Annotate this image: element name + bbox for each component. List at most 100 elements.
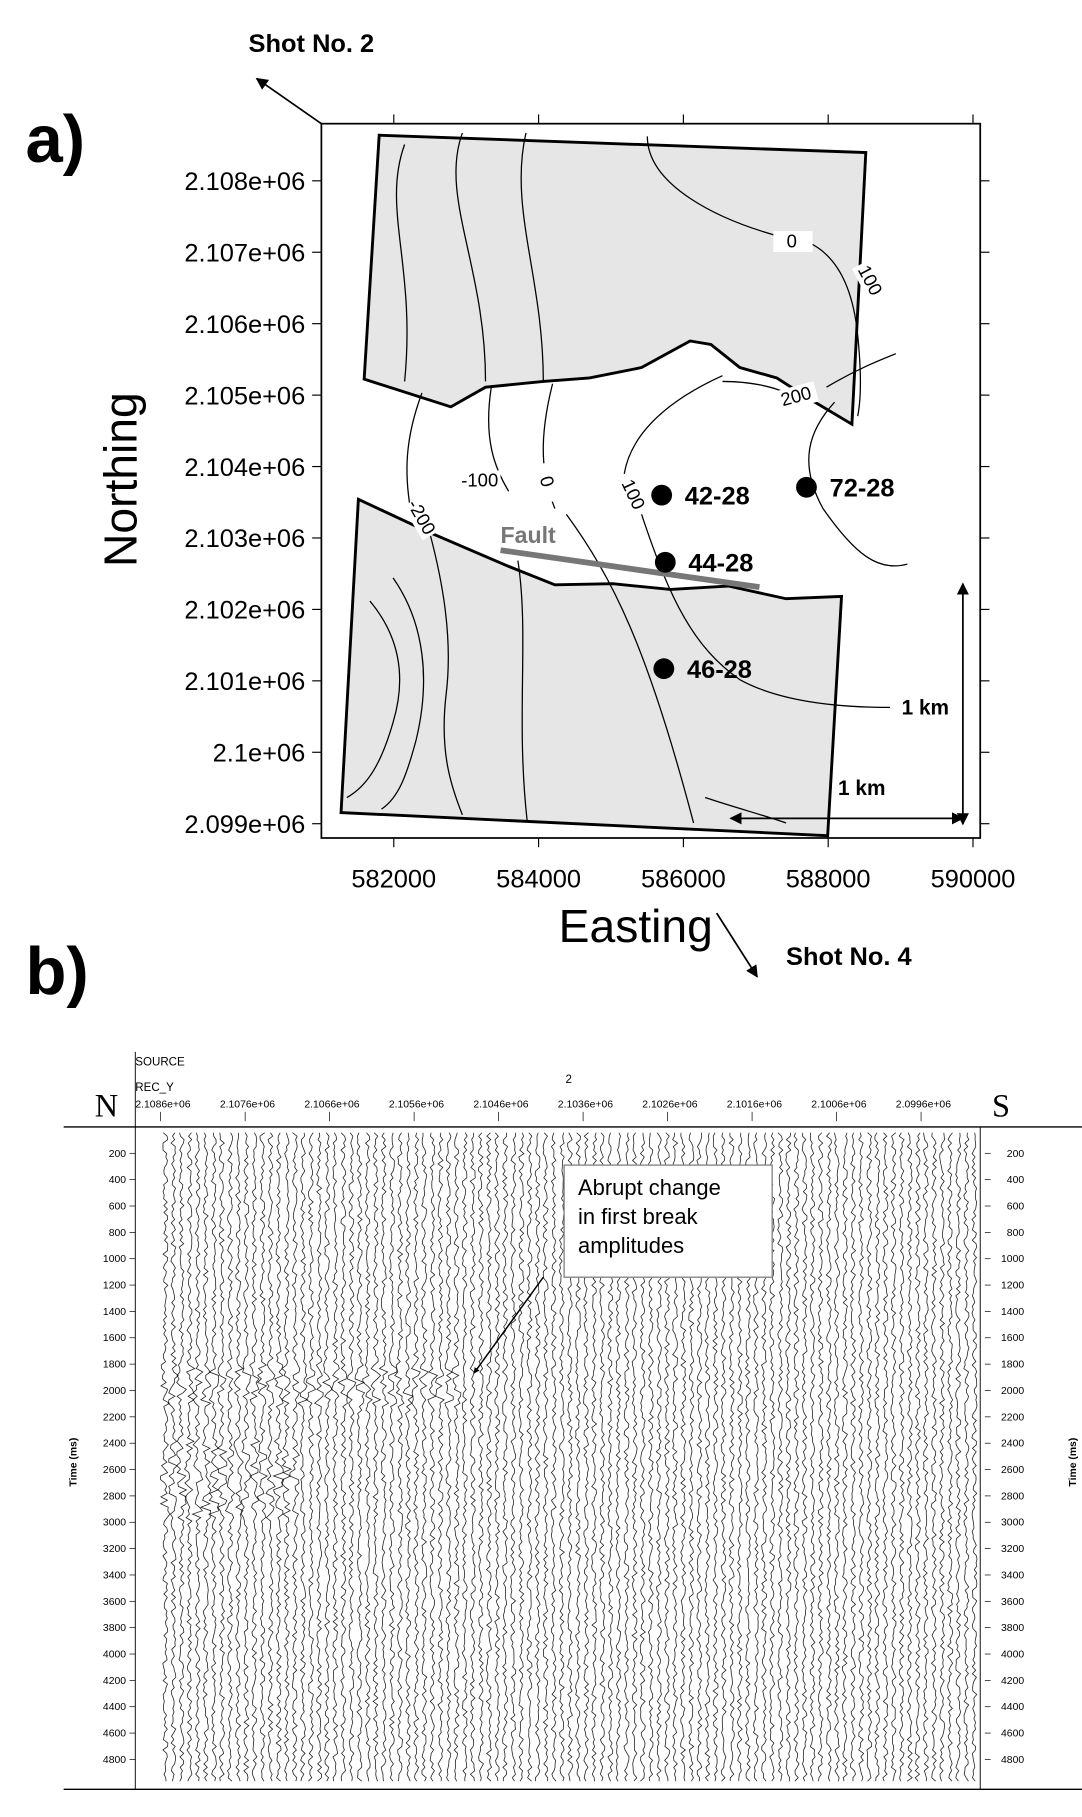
seismic-trace [793, 1132, 800, 1782]
seismic-trace [418, 1132, 430, 1782]
shot-arrow [715, 912, 758, 978]
header-label: SOURCE [135, 1057, 185, 1069]
y-tick-label: 1400 [1001, 1307, 1024, 1318]
seismic-trace [176, 1132, 188, 1782]
seismic-trace [191, 1132, 204, 1782]
seismic-trace [451, 1132, 462, 1782]
shot-arrow [255, 77, 322, 125]
seismic-trace [833, 1132, 840, 1782]
annotation-text: Abrupt change [578, 1175, 721, 1200]
seismic-trace [485, 1132, 493, 1782]
y-tick-label: 2200 [1001, 1412, 1024, 1423]
y-tick-label: 1600 [103, 1333, 126, 1344]
x-tick-label: 584000 [496, 866, 581, 894]
x-tick-label: 590000 [931, 866, 1016, 894]
shot-label: Shot No. 4 [786, 943, 912, 971]
seismic-trace [898, 1132, 905, 1782]
x-tick-label: 2.1006e+06 [811, 1099, 866, 1110]
annotation-box [563, 1164, 773, 1278]
well [654, 551, 676, 573]
seismic-trace [337, 1132, 348, 1782]
annotation-text: in first break [578, 1204, 699, 1229]
contour [381, 577, 425, 810]
seismic-trace [183, 1132, 196, 1782]
seismic-trace [469, 1132, 476, 1782]
contour-label: -100 [461, 470, 498, 491]
seismic-trace [849, 1132, 857, 1782]
y-tick-label: 1200 [103, 1281, 126, 1292]
x-tick-label: 2.1016e+06 [727, 1099, 782, 1110]
seismic-trace [971, 1132, 978, 1782]
y-tick-label: 4000 [1001, 1649, 1024, 1660]
seismic-trace [410, 1132, 421, 1782]
seismic-trace [256, 1132, 269, 1782]
y-tick-label: 4800 [103, 1755, 126, 1766]
y-tick-label: 4400 [103, 1702, 126, 1713]
seismic-trace [167, 1132, 179, 1782]
contour [646, 136, 782, 238]
seismic-trace [249, 1132, 261, 1782]
end-label: N [95, 1088, 118, 1124]
seismic-trace [297, 1132, 309, 1782]
y-tick-label: 600 [1007, 1201, 1025, 1212]
seismic-trace [477, 1132, 484, 1782]
y-tick-label: 2.102e+06 [184, 597, 305, 625]
seismic-panel: b) SOURCE REC_Y 2 N S Time (ms) Time (ms… [25, 934, 1082, 1790]
well-label: 42-28 [685, 482, 750, 510]
seismic-trace [550, 1132, 557, 1782]
well [796, 476, 817, 498]
seismic-trace [370, 1132, 382, 1782]
y-tick-label: 2.106e+06 [184, 311, 305, 339]
seismic-trace [330, 1132, 340, 1782]
header-label: REC_Y [135, 1082, 174, 1094]
seismic-trace [494, 1132, 501, 1782]
seismic-trace [272, 1132, 285, 1782]
seismic-trace [199, 1132, 212, 1782]
seismic-trace [402, 1132, 414, 1782]
seismic-trace [801, 1132, 808, 1782]
survey-block [362, 133, 868, 427]
y-tick-label: 2600 [1001, 1465, 1024, 1476]
seismic-trace [922, 1132, 929, 1782]
contour [429, 533, 463, 816]
contour [488, 387, 510, 492]
well-label: 46-28 [687, 656, 752, 684]
seismic-trace [265, 1132, 276, 1782]
seismic-trace [914, 1132, 921, 1782]
x-tick-label: 2.1036e+06 [558, 1099, 613, 1110]
y-tick-label: 2.099e+06 [184, 811, 305, 839]
y-tick-label: 1800 [1001, 1360, 1024, 1371]
y-tick-label: 2200 [103, 1412, 126, 1423]
contour [565, 513, 695, 824]
y-axis-label: Northing [94, 392, 146, 567]
contour-label-bg [773, 231, 813, 252]
y-tick-label: 2.107e+06 [184, 240, 305, 268]
seismic-trace [825, 1132, 832, 1782]
panel-label: a) [25, 102, 85, 177]
y-tick-label: 1400 [103, 1307, 126, 1318]
y-tick-label: 3600 [1001, 1597, 1024, 1608]
survey-block [339, 497, 844, 838]
annotation: Abrupt change in first break amplitudes [473, 1164, 773, 1374]
seismic-trace [777, 1132, 784, 1782]
y-tick-label: 400 [109, 1175, 127, 1186]
seismic-trace [817, 1132, 824, 1782]
contour [808, 401, 908, 567]
y-tick-label: 3400 [103, 1570, 126, 1581]
y-tick-label: 600 [109, 1201, 127, 1212]
seismic-trace [444, 1132, 454, 1782]
y-axis-label: Time (ms) [1068, 1438, 1079, 1487]
seismic-trace [955, 1132, 962, 1782]
y-tick-label: 400 [1007, 1175, 1025, 1186]
seismic-trace [858, 1132, 865, 1782]
contour-label: 0 [787, 230, 797, 251]
y-tick-label: 3200 [103, 1544, 126, 1555]
y-tick-label: 4600 [1001, 1729, 1024, 1740]
y-tick-label: 800 [1007, 1228, 1025, 1239]
seismic-trace [354, 1132, 366, 1782]
contour-label-bg [461, 470, 501, 492]
contour [517, 560, 528, 821]
contour [346, 600, 401, 799]
x-axis-label: Easting [559, 900, 713, 952]
x-tick-label: 2.1086e+06 [135, 1099, 190, 1110]
